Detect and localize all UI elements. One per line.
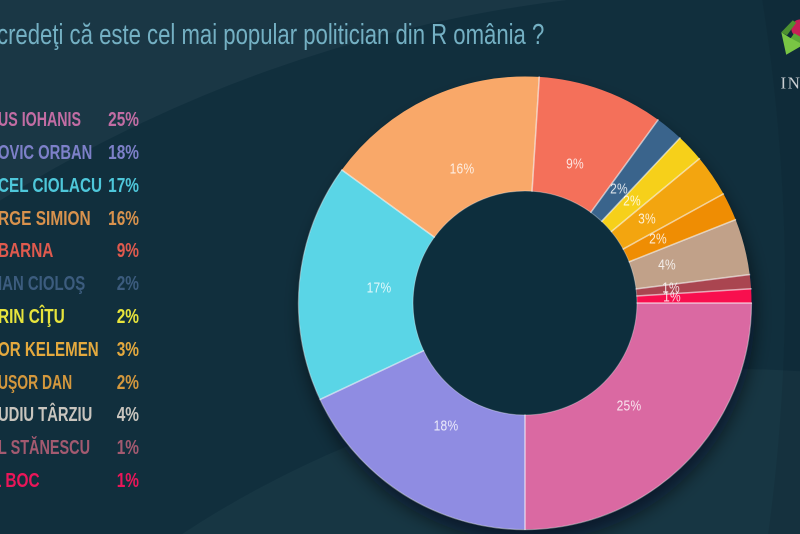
svg-text:INSCOP: INSCOP	[781, 74, 800, 93]
